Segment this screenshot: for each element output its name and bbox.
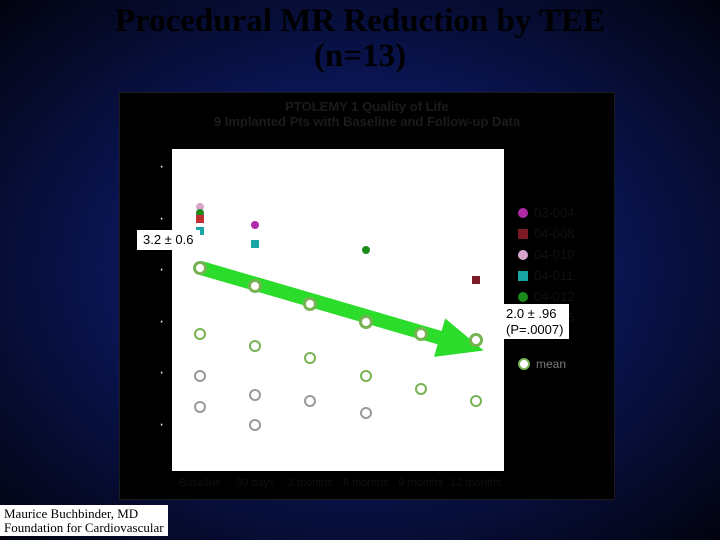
y-tick-mark: · — [158, 212, 165, 226]
data-point — [360, 370, 372, 382]
x-tick-label: 3 months — [288, 477, 333, 489]
data-point — [248, 279, 262, 293]
x-tick-label: Baseline — [179, 477, 221, 489]
x-tick-label: 12 months — [450, 477, 501, 489]
legend-label: 03-004 — [534, 205, 574, 220]
data-point — [362, 246, 370, 254]
data-point — [359, 315, 373, 329]
data-point — [303, 297, 317, 311]
data-point — [194, 328, 206, 340]
data-point — [193, 261, 207, 275]
author-line2: Foundation for Cardiovascular — [4, 521, 164, 535]
legend-item: 04-011 — [518, 268, 574, 283]
data-point — [304, 352, 316, 364]
chart-title-block: PTOLEMY 1 Quality of Life 9 Implanted Pt… — [120, 99, 614, 129]
data-point — [470, 395, 482, 407]
legend-label: 04-012 — [534, 289, 574, 304]
mean-legend-swatch — [518, 358, 530, 370]
mean-legend: mean — [518, 357, 566, 371]
legend-swatch — [518, 250, 528, 260]
author-line1: Maurice Buchbinder, MD — [4, 507, 164, 521]
legend-label: 04-010 — [534, 247, 574, 262]
title-line2: (n=13) — [314, 38, 406, 74]
data-point — [415, 383, 427, 395]
slide-root: Procedural MR Reduction by TEE (n=13) PT… — [0, 0, 720, 540]
data-point — [304, 395, 316, 407]
y-tick-mark: · — [158, 366, 165, 380]
chart-container: PTOLEMY 1 Quality of Life 9 Implanted Pt… — [119, 92, 615, 500]
legend-swatch — [518, 229, 528, 239]
data-point — [251, 221, 259, 229]
data-point — [249, 340, 261, 352]
legend-swatch — [518, 271, 528, 281]
author-box: Maurice Buchbinder, MD Foundation for Ca… — [0, 505, 168, 536]
data-point — [414, 327, 428, 341]
chart-title-line1: PTOLEMY 1 Quality of Life — [120, 99, 614, 114]
y-tick-mark: · — [158, 263, 165, 277]
legend-swatch — [518, 208, 528, 218]
data-point — [249, 419, 261, 431]
y-tick-mark: · — [158, 160, 165, 174]
slide-title: Procedural MR Reduction by TEE (n=13) — [0, 4, 720, 73]
legend-label: 04-008 — [534, 226, 574, 241]
legend-item: 04-008 — [518, 226, 574, 241]
plot-area — [172, 149, 504, 471]
data-point — [469, 333, 483, 347]
legend-item: 04-012 — [518, 289, 574, 304]
x-tick-label: 9 months — [398, 477, 443, 489]
annotation-endpoint: 2.0 ± .96(P=.0007) — [500, 304, 569, 339]
data-point — [194, 370, 206, 382]
mean-legend-label: mean — [536, 357, 566, 371]
data-point — [249, 389, 261, 401]
data-point — [472, 276, 480, 284]
data-point — [251, 240, 259, 248]
y-tick-mark: · — [158, 315, 165, 329]
x-tick-label: 6 months — [343, 477, 388, 489]
x-tick-label: 30 days — [236, 477, 275, 489]
legend-swatch — [518, 292, 528, 302]
data-point — [360, 407, 372, 419]
legend-item: 03-004 — [518, 205, 574, 220]
trend-arrow-svg — [172, 149, 504, 471]
y-tick-mark: · — [158, 418, 165, 432]
chart-title-line2: 9 Implanted Pts with Baseline and Follow… — [120, 114, 614, 129]
data-point — [196, 215, 204, 223]
trend-arrow — [200, 268, 448, 340]
annotation-baseline: 3.2 ± 0.6 — [137, 230, 200, 250]
legend-item: 04-010 — [518, 247, 574, 262]
data-point — [194, 401, 206, 413]
title-line1: Procedural MR Reduction by TEE — [115, 3, 605, 39]
legend-label: 04-011 — [534, 268, 574, 283]
